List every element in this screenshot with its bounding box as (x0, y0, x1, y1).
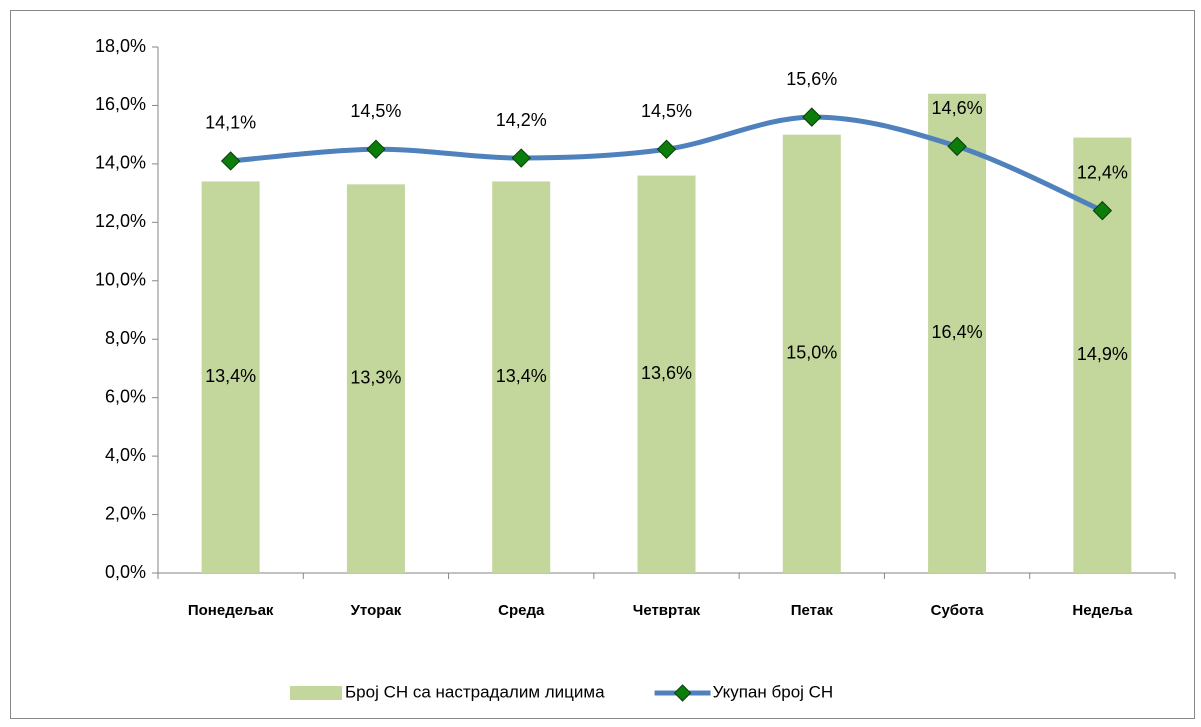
bar (201, 181, 260, 573)
y-tick-label: 16,0% (95, 94, 146, 114)
bar-value-label: 13,6% (641, 363, 692, 383)
bar (928, 93, 987, 573)
bar-value-label: 16,4% (932, 322, 983, 342)
legend-label: Укупан број СН (713, 682, 834, 701)
y-tick-label: 14,0% (95, 153, 146, 173)
line-value-label: 12,4% (1077, 162, 1128, 182)
x-tick-label: Недеља (1072, 602, 1133, 619)
bar-value-label: 13,4% (496, 366, 547, 386)
x-tick-label: Петак (791, 602, 834, 619)
bar (346, 184, 405, 573)
line-value-label: 14,6% (932, 98, 983, 118)
y-tick-label: 4,0% (105, 445, 146, 465)
legend-marker (673, 684, 692, 702)
bar-value-label: 14,9% (1077, 344, 1128, 364)
line-value-label: 14,5% (350, 101, 401, 121)
x-tick-label: Субота (931, 602, 985, 619)
x-tick-label: Четвртак (633, 602, 701, 619)
line-marker (511, 148, 531, 168)
legend-swatch (290, 686, 342, 700)
bar (637, 175, 696, 574)
x-tick-label: Среда (498, 602, 545, 619)
line-marker (802, 107, 822, 127)
line-marker (656, 139, 677, 159)
line-value-label: 14,5% (641, 101, 692, 121)
line-marker (947, 136, 967, 157)
bar (782, 134, 841, 573)
bar-value-label: 15,0% (786, 343, 837, 363)
y-tick-label: 18,0% (95, 36, 146, 56)
y-tick-label: 10,0% (95, 270, 146, 290)
y-tick-label: 8,0% (105, 328, 146, 348)
x-tick-label: Уторак (351, 602, 402, 619)
y-tick-label: 2,0% (105, 503, 146, 523)
line-marker (366, 139, 386, 159)
line-marker (220, 151, 241, 171)
y-tick-label: 12,0% (95, 211, 146, 231)
line-value-label: 15,6% (786, 69, 837, 89)
line-marker (1092, 200, 1113, 221)
bar-value-label: 13,3% (350, 367, 401, 387)
line-value-label: 14,1% (205, 113, 256, 133)
y-tick-label: 0,0% (105, 562, 146, 582)
y-tick-label: 6,0% (105, 386, 146, 406)
bar-value-label: 13,4% (205, 366, 256, 386)
x-tick-label: Понедељак (188, 602, 274, 619)
bar (492, 181, 551, 573)
line-value-label: 14,2% (496, 110, 547, 130)
legend-label: Број СН са настрадалим лицима (345, 682, 605, 701)
